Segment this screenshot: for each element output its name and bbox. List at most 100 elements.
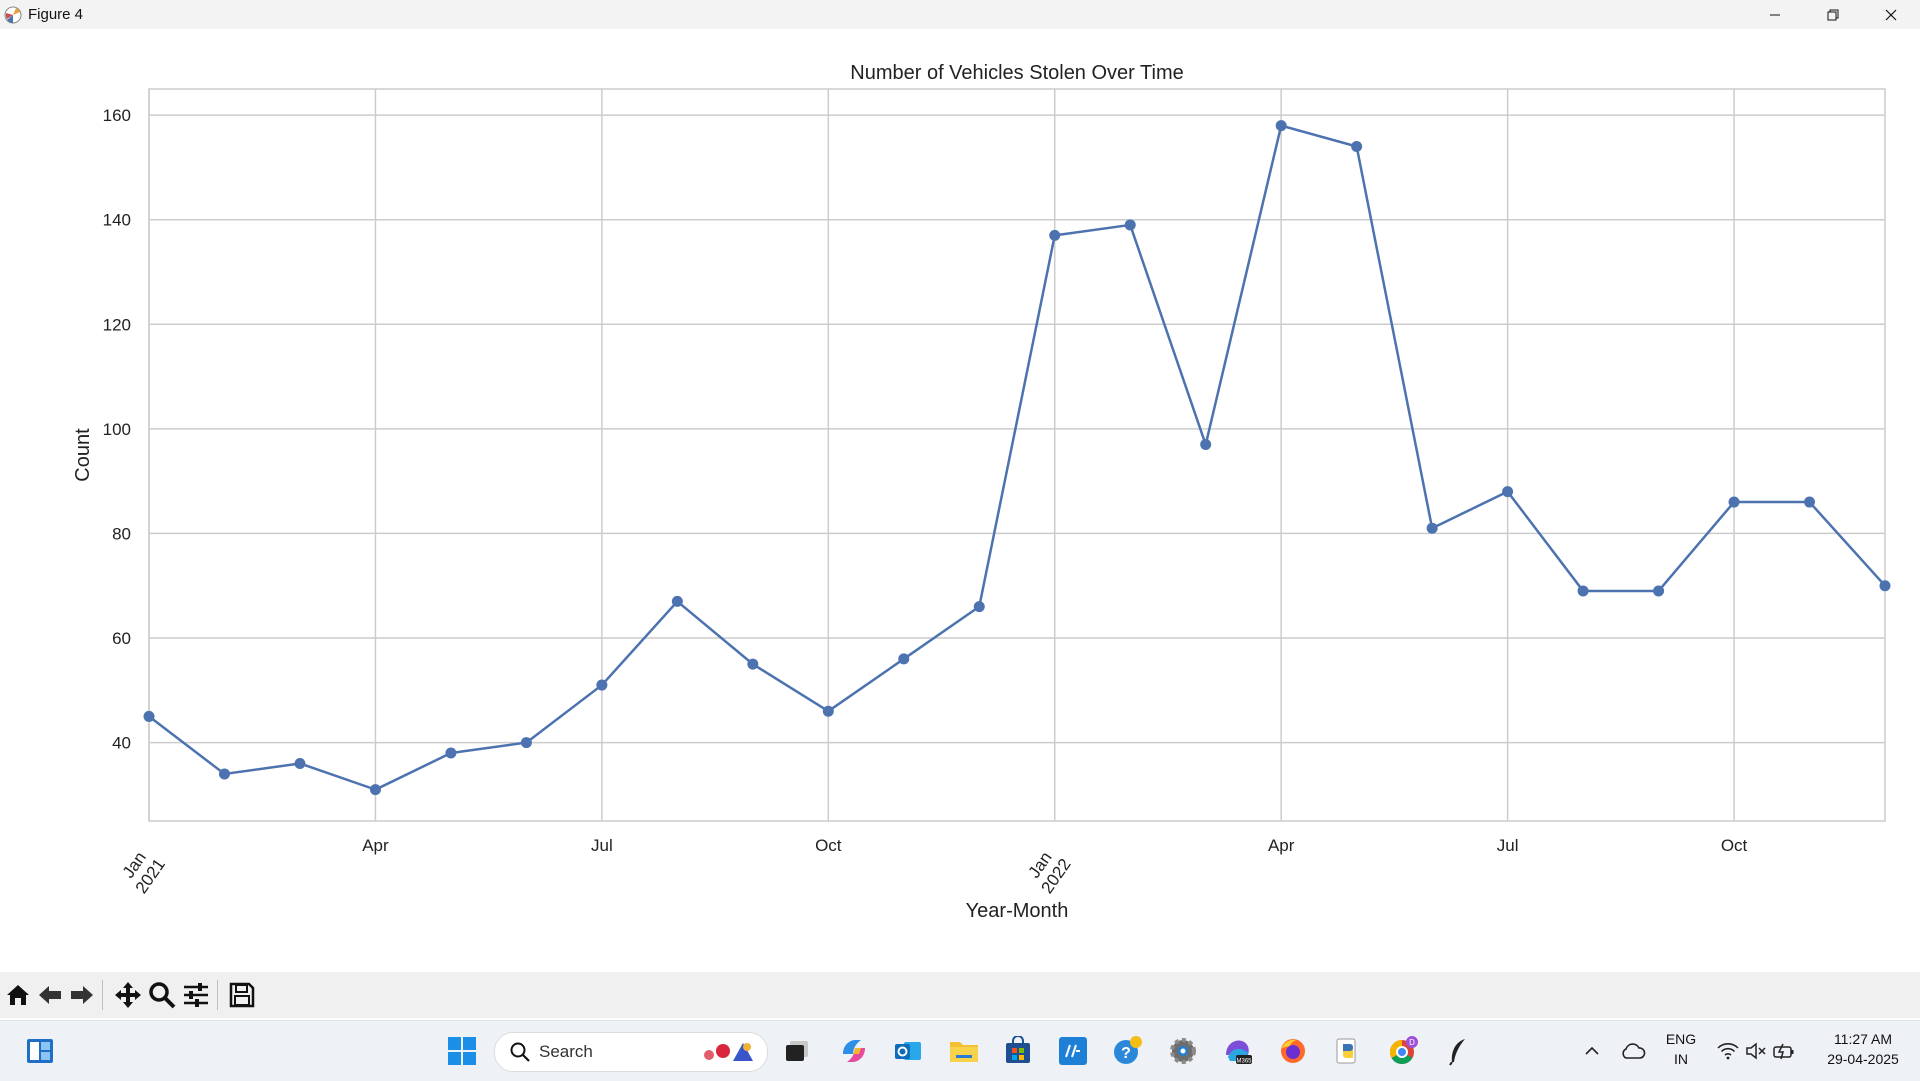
outlook-button[interactable] [892,1035,924,1067]
data-point[interactable] [520,737,532,749]
volume-button[interactable] [1740,1035,1772,1067]
windows-taskbar: Search ? M365 D ENG IN [0,1020,1920,1081]
python-icon [1336,1038,1356,1064]
subplots-sliders-icon [184,983,208,1007]
minimize-button[interactable] [1746,0,1804,29]
data-point[interactable] [369,784,381,796]
outlook-icon [895,1042,921,1060]
data-point[interactable] [1502,486,1514,498]
toolbar-divider [102,980,103,1010]
data-point[interactable] [747,658,759,670]
data-point[interactable] [1275,120,1287,132]
clock-time[interactable]: 11:27 AM [1833,1031,1893,1047]
task-view-button[interactable] [781,1035,813,1067]
show-hidden-icons-button[interactable] [1576,1035,1608,1067]
myhp-button[interactable] [1057,1035,1089,1067]
copilot-button[interactable] [838,1035,870,1067]
x-axis-label: Year-Month [966,900,1069,922]
x-tick-label: Oct [815,836,842,855]
y-tick-label: 160 [103,106,131,125]
data-point[interactable] [1200,439,1212,451]
zoom-magnifier-icon [149,982,176,1009]
data-point[interactable] [143,710,155,722]
figure-canvas[interactable]: 40 60 80 100 120 140 160 Jan2021 Apr Jul Oct Jan20… [0,29,1920,972]
close-button[interactable] [1862,0,1920,29]
pan-button[interactable] [113,979,143,1011]
restore-icon [1827,9,1839,20]
data-point[interactable] [1124,219,1136,231]
line-chart: 40 60 80 100 120 140 160 Jan2021 Apr Jul Oct Jan20… [72,62,1891,922]
toolbar-divider [217,980,218,1010]
store-button[interactable] [1002,1035,1034,1067]
data-point[interactable] [596,679,608,691]
chrome-icon: D [1389,1036,1418,1065]
wifi-icon [1717,1043,1739,1060]
data-point[interactable] [1879,580,1891,592]
data-point[interactable] [218,768,230,780]
chevron-up-icon [1585,1046,1599,1055]
save-button[interactable] [228,979,256,1011]
widgets-button[interactable] [24,1035,56,1067]
zoom-button[interactable] [147,979,177,1011]
chrome-button[interactable]: D [1387,1035,1419,1067]
y-tick-label: 60 [112,629,131,648]
data-point[interactable] [973,601,985,613]
copilot-icon [843,1040,865,1062]
feather-app-icon [1449,1039,1465,1066]
x-tick-label: Jul [591,836,613,855]
data-point[interactable] [822,705,834,717]
firefox-button[interactable] [1277,1035,1309,1067]
data-point[interactable] [671,595,683,607]
help-icon: ? [1114,1036,1142,1064]
y-tick-label: 100 [103,420,131,439]
data-point[interactable] [1804,496,1816,508]
x-tick-label: Jul [1497,836,1519,855]
language-indicator[interactable]: ENG [1665,1031,1697,1047]
window-titlebar: Figure 4 [0,0,1920,29]
taskbar-search[interactable]: Search [494,1032,768,1072]
network-button[interactable] [1712,1035,1744,1067]
file-explorer-button[interactable] [948,1035,980,1067]
data-point[interactable] [445,747,457,759]
subplots-button[interactable] [181,979,211,1011]
y-tick-label: 80 [112,524,131,543]
data-point[interactable] [1426,522,1438,534]
settings-button[interactable] [1167,1035,1199,1067]
feather-app-button[interactable] [1442,1035,1474,1067]
axes-frame [148,88,1886,822]
data-point[interactable] [1653,585,1665,597]
onedrive-button[interactable] [1617,1035,1649,1067]
myhp-icon [1059,1037,1087,1065]
svg-text:D: D [1409,1038,1415,1047]
back-button[interactable] [36,979,64,1011]
start-button[interactable] [446,1035,478,1067]
region-indicator[interactable]: IN [1674,1051,1688,1067]
forward-button[interactable] [68,979,96,1011]
volume-muted-icon [1746,1042,1766,1060]
home-button[interactable] [4,979,32,1011]
data-point[interactable] [1577,585,1589,597]
data-point[interactable] [1728,496,1740,508]
python-button[interactable] [1332,1035,1364,1067]
restore-button[interactable] [1804,0,1862,29]
back-arrow-icon [39,986,61,1004]
m365-icon: M365 [1226,1040,1252,1065]
data-point[interactable] [1351,141,1363,153]
search-label: Search [539,1042,593,1061]
y-tick-label: 120 [103,315,131,334]
close-icon [1885,9,1897,20]
series-line [148,124,1886,791]
help-button[interactable]: ? [1112,1035,1144,1067]
matplotlib-app-icon [4,6,22,23]
data-point[interactable] [294,757,306,769]
data-point[interactable] [898,653,910,665]
data-point[interactable] [1049,229,1061,241]
x-tick-label: Jan2021 [116,844,169,897]
svg-text:?: ? [1121,1045,1131,1062]
battery-button[interactable] [1768,1035,1800,1067]
x-tick-label: Apr [1268,836,1295,855]
m365-button[interactable]: M365 [1222,1035,1254,1067]
clock-date[interactable]: 29-04-2025 [1827,1051,1899,1067]
window-title: Figure 4 [28,6,84,23]
matplotlib-toolbar [0,972,1920,1018]
